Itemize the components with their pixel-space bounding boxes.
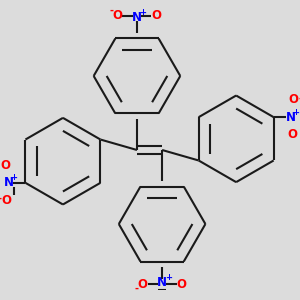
- Text: -: -: [0, 194, 2, 204]
- Text: O: O: [138, 278, 148, 291]
- Text: +: +: [165, 273, 172, 282]
- Text: -: -: [299, 94, 300, 103]
- Text: O: O: [2, 194, 11, 207]
- Text: N: N: [285, 111, 296, 124]
- Text: N: N: [4, 176, 14, 189]
- Text: N: N: [132, 11, 142, 24]
- Text: O: O: [177, 278, 187, 291]
- Text: N: N: [157, 276, 167, 289]
- Text: O: O: [0, 159, 10, 172]
- Text: +: +: [292, 108, 299, 117]
- Text: +: +: [140, 8, 147, 17]
- Text: O: O: [288, 128, 298, 141]
- Text: -: -: [135, 284, 139, 294]
- Text: -: -: [110, 6, 114, 16]
- Text: O: O: [152, 9, 161, 22]
- Text: O: O: [112, 9, 122, 22]
- Text: +: +: [10, 173, 17, 182]
- Text: O: O: [289, 93, 299, 106]
